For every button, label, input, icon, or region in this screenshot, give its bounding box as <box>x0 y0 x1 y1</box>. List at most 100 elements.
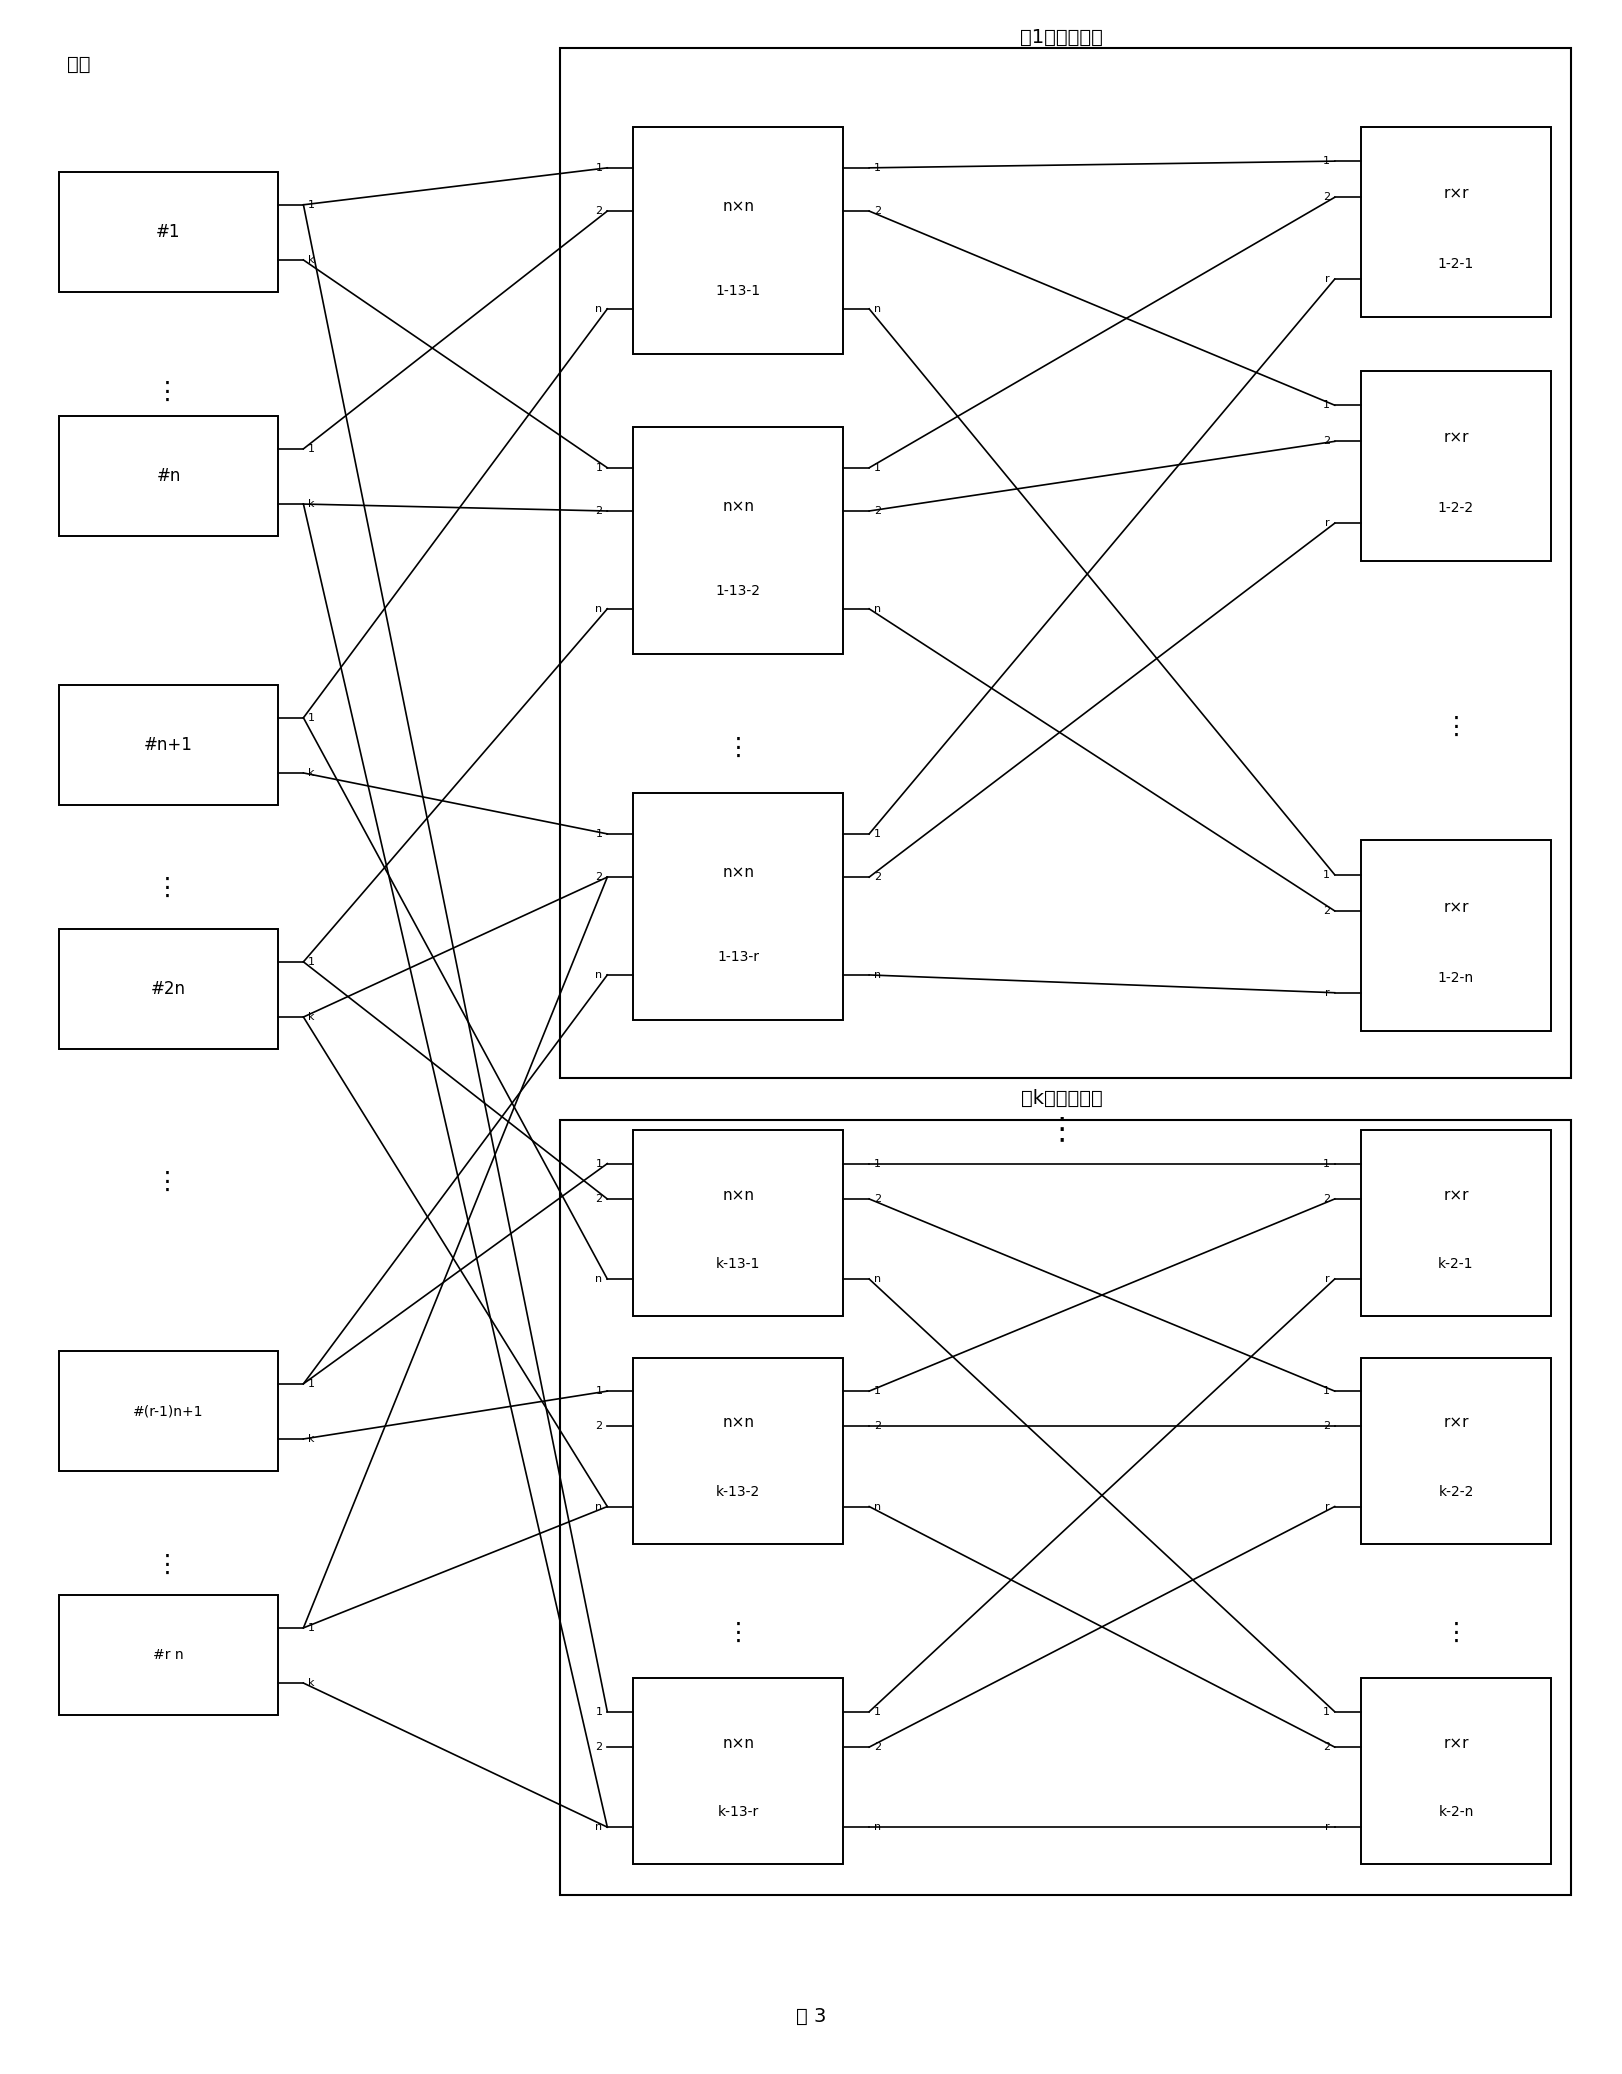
Text: n: n <box>874 1502 881 1512</box>
Text: 1: 1 <box>1324 1159 1330 1168</box>
Bar <box>60 684 277 805</box>
Bar <box>1361 1358 1551 1543</box>
Text: n: n <box>874 1273 881 1284</box>
Text: r: r <box>1325 518 1330 529</box>
Text: #n: #n <box>156 467 180 485</box>
Text: 2: 2 <box>1324 906 1330 917</box>
Text: r: r <box>1325 987 1330 998</box>
Text: 1: 1 <box>308 199 315 209</box>
Bar <box>633 792 843 1020</box>
Text: 1-2-1: 1-2-1 <box>1437 257 1474 272</box>
Text: 1: 1 <box>1324 400 1330 411</box>
Bar <box>1361 1130 1551 1317</box>
Text: 1: 1 <box>308 713 315 722</box>
Text: ⋮: ⋮ <box>156 875 180 900</box>
Text: 1: 1 <box>308 956 315 966</box>
Bar <box>633 427 843 653</box>
Text: 1: 1 <box>595 1707 602 1717</box>
Text: k-2-2: k-2-2 <box>1439 1485 1474 1500</box>
Text: n×n: n×n <box>722 199 754 214</box>
Bar <box>60 417 277 537</box>
Text: 1: 1 <box>1324 1385 1330 1396</box>
Text: k-13-1: k-13-1 <box>715 1257 761 1271</box>
Text: 2: 2 <box>595 871 602 881</box>
Text: ⋮: ⋮ <box>1046 1116 1077 1145</box>
Text: r×r: r×r <box>1444 900 1468 915</box>
Text: r×r: r×r <box>1444 1414 1468 1431</box>
Text: 1-2-n: 1-2-n <box>1437 971 1474 985</box>
Text: #1: #1 <box>156 224 180 241</box>
Text: n: n <box>595 1823 602 1831</box>
Bar <box>1361 840 1551 1031</box>
Text: ⋮: ⋮ <box>1444 716 1468 738</box>
Text: 2: 2 <box>595 506 602 516</box>
Bar <box>561 1120 1570 1896</box>
Text: n: n <box>874 604 881 614</box>
Text: 1-13-r: 1-13-r <box>717 950 759 964</box>
Text: ⋮: ⋮ <box>725 736 751 759</box>
Text: n×n: n×n <box>722 1188 754 1203</box>
Text: ⋮: ⋮ <box>725 1620 751 1645</box>
Text: 2: 2 <box>1324 436 1330 446</box>
Text: 1: 1 <box>308 444 315 454</box>
Text: n: n <box>595 971 602 979</box>
Text: 第1个交换平面: 第1个交换平面 <box>1020 27 1103 46</box>
Text: k-13-r: k-13-r <box>717 1804 759 1819</box>
Bar <box>561 48 1570 1078</box>
Text: 2: 2 <box>874 506 881 516</box>
Text: n: n <box>595 1273 602 1284</box>
Bar <box>633 127 843 355</box>
Text: 2: 2 <box>874 1421 881 1431</box>
Text: k-2-1: k-2-1 <box>1439 1257 1474 1271</box>
Text: 2: 2 <box>874 871 881 881</box>
Text: 图 3: 图 3 <box>796 2008 826 2026</box>
Text: 1: 1 <box>1324 869 1330 879</box>
Text: k-13-2: k-13-2 <box>717 1485 761 1500</box>
Text: n: n <box>595 305 602 313</box>
Bar <box>1361 127 1551 317</box>
Text: 2: 2 <box>595 205 602 216</box>
Text: n: n <box>595 604 602 614</box>
Text: ⋮: ⋮ <box>1444 1620 1468 1645</box>
Text: n×n: n×n <box>722 1414 754 1431</box>
Text: 2: 2 <box>595 1195 602 1205</box>
Text: ⋮: ⋮ <box>156 1553 180 1576</box>
Text: 1: 1 <box>874 463 881 473</box>
Text: n×n: n×n <box>722 500 754 514</box>
Text: k: k <box>308 1433 315 1444</box>
Text: k: k <box>308 1012 315 1022</box>
Bar <box>1361 371 1551 562</box>
Text: k: k <box>308 255 315 265</box>
Text: #r n: #r n <box>152 1649 183 1663</box>
Text: n: n <box>874 1823 881 1831</box>
Text: 1: 1 <box>308 1379 315 1390</box>
Text: k: k <box>308 500 315 508</box>
Bar <box>60 172 277 292</box>
Text: 2: 2 <box>1324 1421 1330 1431</box>
Text: 1: 1 <box>595 463 602 473</box>
Text: ⋮: ⋮ <box>156 380 180 404</box>
Bar <box>633 1678 843 1865</box>
Text: ⋮: ⋮ <box>156 1170 180 1195</box>
Text: 1: 1 <box>595 1385 602 1396</box>
Text: 2: 2 <box>874 205 881 216</box>
Text: #2n: #2n <box>151 981 187 998</box>
Text: 1: 1 <box>595 830 602 838</box>
Text: #(r-1)n+1: #(r-1)n+1 <box>133 1404 204 1419</box>
Text: k-2-n: k-2-n <box>1439 1804 1474 1819</box>
Text: r×r: r×r <box>1444 429 1468 446</box>
Text: 1: 1 <box>874 1707 881 1717</box>
Text: 2: 2 <box>874 1742 881 1753</box>
Bar <box>60 929 277 1049</box>
Text: 第k个交换平面: 第k个交换平面 <box>1020 1089 1103 1108</box>
Text: 终端: 终端 <box>68 54 91 73</box>
Text: 1: 1 <box>874 830 881 838</box>
Text: 2: 2 <box>595 1421 602 1431</box>
Text: 1: 1 <box>595 1159 602 1168</box>
Text: 1-13-2: 1-13-2 <box>715 583 761 597</box>
Bar <box>60 1352 277 1470</box>
Text: k: k <box>308 1678 315 1688</box>
Text: k: k <box>308 767 315 778</box>
Text: n: n <box>874 305 881 313</box>
Text: r: r <box>1325 1502 1330 1512</box>
